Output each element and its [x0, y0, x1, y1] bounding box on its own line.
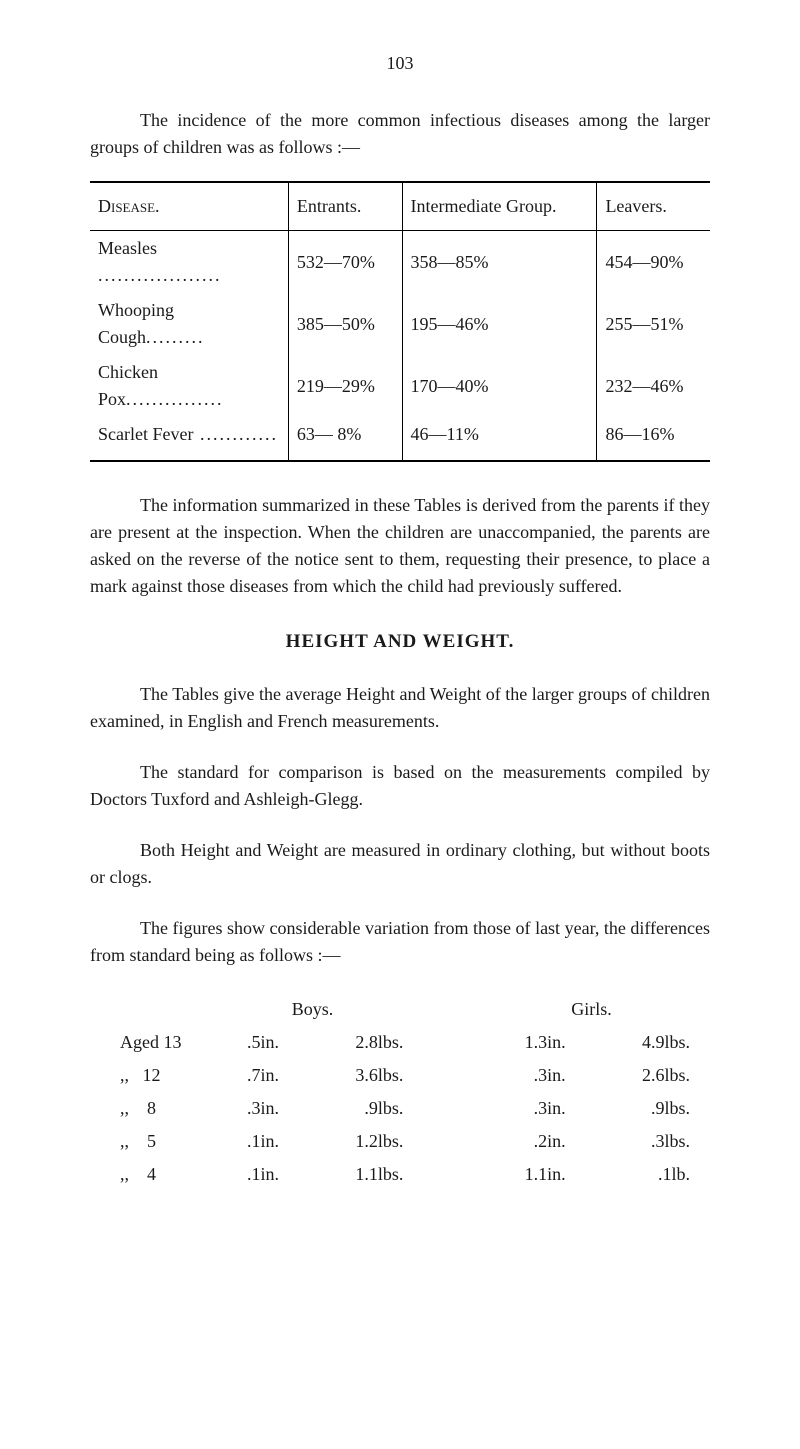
leavers-value: 86—16% [597, 417, 710, 461]
boys-in: .1in. [202, 1125, 299, 1158]
entrants-value: 532—70% [288, 231, 402, 294]
measure-row: Aged 13 .5in. 2.8lbs. 1.3in. 4.9lbs. [90, 1026, 710, 1059]
dots-leader: ......... [146, 327, 205, 347]
boys-lbs: 2.8lbs. [299, 1026, 423, 1059]
table-row: Scarlet Fever ............ 63— 8% 46—11%… [90, 417, 710, 461]
table-header-intermediate: Intermediate Group. [402, 182, 597, 231]
girls-in: .2in. [473, 1125, 586, 1158]
age-label: ,, 5 [90, 1125, 202, 1158]
entrants-value: 219—29% [288, 355, 402, 417]
girls-lbs: 4.9lbs. [586, 1026, 710, 1059]
leavers-value: 454—90% [597, 231, 710, 294]
intermediate-value: 170—40% [402, 355, 597, 417]
girls-lbs: .1lb. [586, 1158, 710, 1191]
page-number: 103 [90, 50, 710, 77]
age-label: Aged 13 [90, 1026, 202, 1059]
disease-incidence-table: Disease. Entrants. Intermediate Group. L… [90, 181, 710, 462]
boys-header: Boys. [202, 993, 424, 1026]
leavers-value: 232—46% [597, 355, 710, 417]
boys-lbs: 1.2lbs. [299, 1125, 423, 1158]
table-row: Whooping Cough......... 385—50% 195—46% … [90, 293, 710, 355]
age-label: ,, 8 [90, 1092, 202, 1125]
boys-lbs: .9lbs. [299, 1092, 423, 1125]
table-header-entrants: Entrants. [288, 182, 402, 231]
girls-lbs: .3lbs. [586, 1125, 710, 1158]
boys-in: .7in. [202, 1059, 299, 1092]
table-header-disease: Disease. [98, 196, 160, 216]
section-heading-height-weight: HEIGHT AND WEIGHT. [90, 628, 710, 657]
measure-row: ,, 12 .7in. 3.6lbs. .3in. 2.6lbs. [90, 1059, 710, 1092]
table-row: Measles ................... 532—70% 358—… [90, 231, 710, 294]
dots-leader: ............... [126, 389, 224, 409]
boys-in: .3in. [202, 1092, 299, 1125]
dots-leader: ............ [193, 424, 278, 444]
info-paragraph-5: The figures show considerable variation … [90, 915, 710, 969]
table-row: Chicken Pox............... 219—29% 170—4… [90, 355, 710, 417]
measurement-table: Boys. Girls. Aged 13 .5in. 2.8lbs. 1.3in… [90, 993, 710, 1191]
table-header-leavers: Leavers. [597, 182, 710, 231]
boys-in: .5in. [202, 1026, 299, 1059]
girls-in: 1.3in. [473, 1026, 586, 1059]
girls-in: .3in. [473, 1059, 586, 1092]
intermediate-value: 358—85% [402, 231, 597, 294]
intro-paragraph: The incidence of the more common infecti… [90, 107, 710, 161]
info-paragraph-3: The standard for comparison is based on … [90, 759, 710, 813]
girls-lbs: 2.6lbs. [586, 1059, 710, 1092]
girls-header: Girls. [473, 993, 710, 1026]
measure-row: ,, 8 .3in. .9lbs. .3in. .9lbs. [90, 1092, 710, 1125]
boys-lbs: 1.1lbs. [299, 1158, 423, 1191]
girls-lbs: .9lbs. [586, 1092, 710, 1125]
measure-row: ,, 4 .1in. 1.1lbs. 1.1in. .1lb. [90, 1158, 710, 1191]
girls-in: 1.1in. [473, 1158, 586, 1191]
disease-name: Scarlet Fever [98, 424, 193, 444]
info-paragraph-2: The Tables give the average Height and W… [90, 681, 710, 735]
info-paragraph-1: The information summarized in these Tabl… [90, 492, 710, 600]
intermediate-value: 46—11% [402, 417, 597, 461]
boys-lbs: 3.6lbs. [299, 1059, 423, 1092]
age-label: ,, 12 [90, 1059, 202, 1092]
age-label: ,, 4 [90, 1158, 202, 1191]
measure-row: ,, 5 .1in. 1.2lbs. .2in. .3lbs. [90, 1125, 710, 1158]
girls-in: .3in. [473, 1092, 586, 1125]
info-paragraph-4: Both Height and Weight are measured in o… [90, 837, 710, 891]
boys-in: .1in. [202, 1158, 299, 1191]
intermediate-value: 195—46% [402, 293, 597, 355]
disease-name: Measles [98, 238, 157, 258]
leavers-value: 255—51% [597, 293, 710, 355]
entrants-value: 385—50% [288, 293, 402, 355]
entrants-value: 63— 8% [288, 417, 402, 461]
dots-leader: ................... [98, 265, 222, 285]
